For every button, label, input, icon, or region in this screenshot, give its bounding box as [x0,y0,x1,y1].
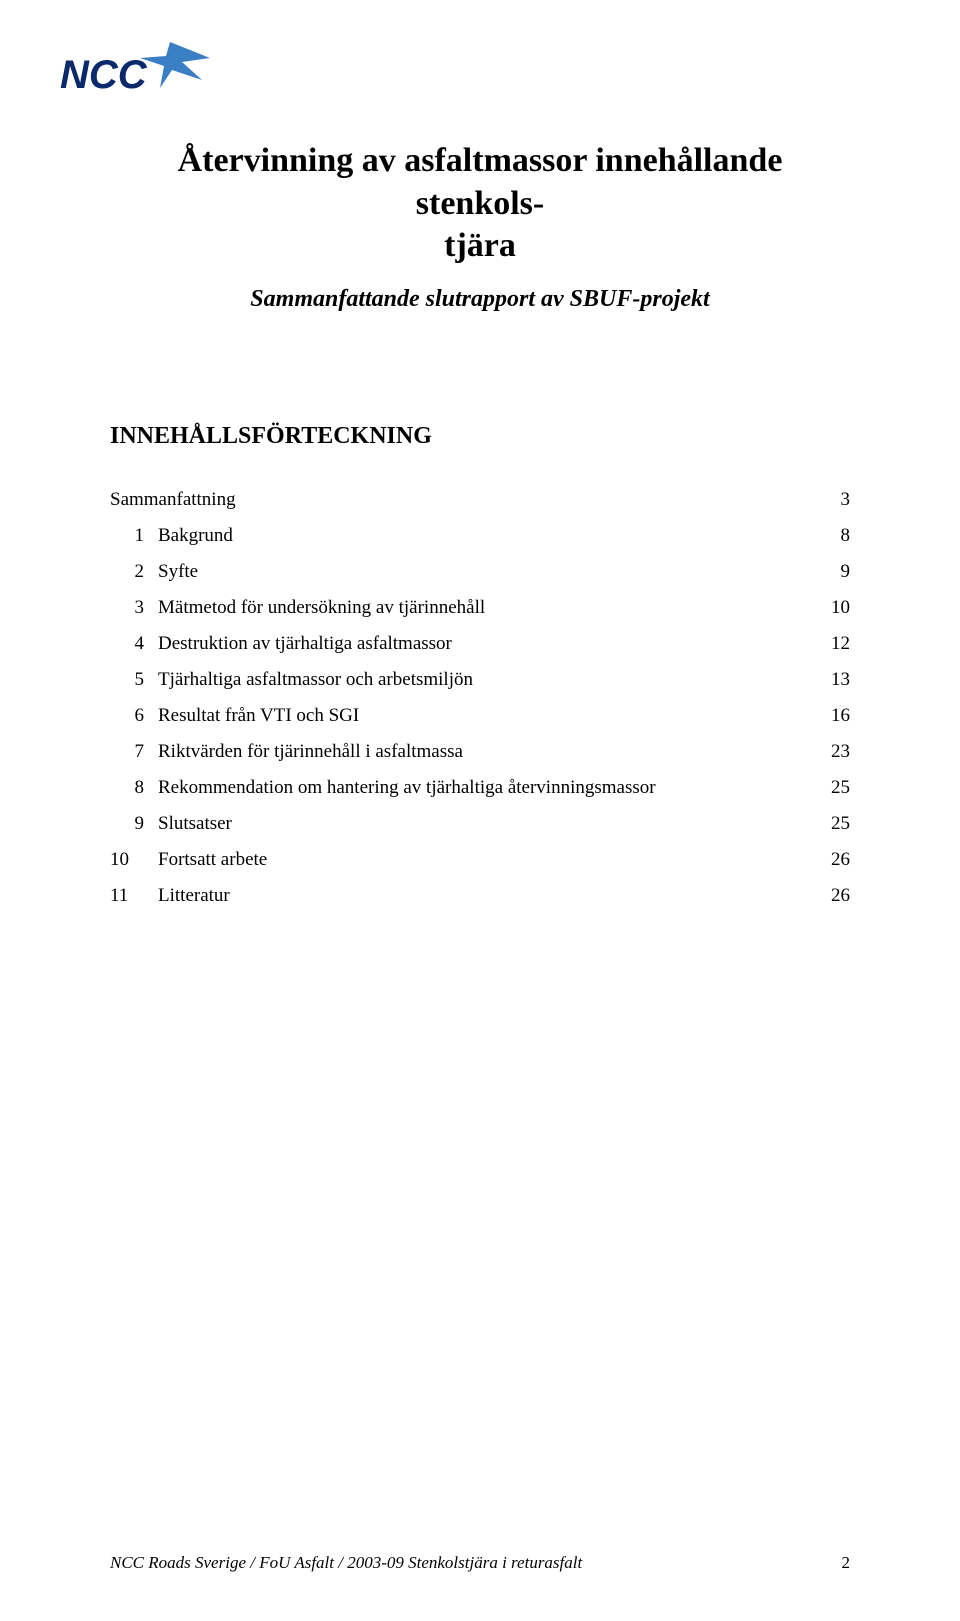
toc-page: 16 [827,706,850,725]
toc-heading: INNEHÅLLSFÖRTECKNING [110,423,850,450]
toc-label: Syfte [144,562,198,581]
toc-row: 10 Fortsatt arbete 26 [110,850,850,869]
toc-label: Mätmetod för undersökning av tjärinnehål… [144,598,485,617]
toc-number: 6 [110,706,144,725]
toc-label: Bakgrund [144,526,233,545]
toc-label: Fortsatt arbete [144,850,267,869]
toc-page: 25 [827,814,850,833]
toc-label: Slutsatser [144,814,232,833]
toc-page: 13 [827,670,850,689]
toc-row: 5 Tjärhaltiga asfaltmassor och arbetsmil… [110,670,850,689]
toc-number: 10 [110,850,144,869]
toc-page: 3 [837,490,851,509]
toc-row: 11 Litteratur 26 [110,886,850,905]
toc-label: Litteratur [144,886,230,905]
toc-page: 26 [827,850,850,869]
title-line-2: tjära [444,227,516,264]
toc-number: 2 [110,562,144,581]
document-title: Återvinning av asfaltmassor innehållande… [110,140,850,268]
toc-row: 9 Slutsatser 25 [110,814,850,833]
document-subtitle: Sammanfattande slutrapport av SBUF-proje… [110,286,850,313]
toc-page: 23 [827,742,850,761]
toc-row: 6 Resultat från VTI och SGI 16 [110,706,850,725]
footer-page-number: 2 [842,1553,851,1573]
toc-label: Resultat från VTI och SGI [144,706,359,725]
toc-page: 8 [837,526,851,545]
toc-number: 5 [110,670,144,689]
page-footer: NCC Roads Sverige / FoU Asfalt / 2003-09… [110,1553,850,1573]
toc-label: Destruktion av tjärhaltiga asfaltmassor [144,634,452,653]
toc-number: 4 [110,634,144,653]
toc-row: 2 Syfte 9 [110,562,850,581]
toc-row: 8 Rekommendation om hantering av tjärhal… [110,778,850,797]
document-page: NCC Återvinning av asfaltmassor innehåll… [0,0,960,1621]
toc-row: 3 Mätmetod för undersökning av tjärinneh… [110,598,850,617]
toc-page: 10 [827,598,850,617]
ncc-logo: NCC [60,40,230,100]
toc-number: 1 [110,526,144,545]
toc-label: Sammanfattning [110,490,236,509]
toc-label: Tjärhaltiga asfaltmassor och arbetsmiljö… [144,670,473,689]
toc-number: 9 [110,814,144,833]
toc-number: 7 [110,742,144,761]
toc-label: Rekommendation om hantering av tjärhalti… [144,778,656,797]
footer-source: NCC Roads Sverige / FoU Asfalt / 2003-09… [110,1553,582,1573]
logo-text: NCC [60,53,148,97]
toc-number: 11 [110,886,144,905]
toc-page: 12 [827,634,850,653]
table-of-contents: Sammanfattning 3 1 Bakgrund 8 2 Syfte 9 … [110,490,850,905]
toc-number: 3 [110,598,144,617]
toc-page: 26 [827,886,850,905]
logo-star-icon [140,42,210,88]
title-line-1: Återvinning av asfaltmassor innehållande… [178,142,783,222]
toc-row: 7 Riktvärden för tjärinnehåll i asfaltma… [110,742,850,761]
toc-row: 1 Bakgrund 8 [110,526,850,545]
toc-row: 4 Destruktion av tjärhaltiga asfaltmasso… [110,634,850,653]
toc-page: 25 [827,778,850,797]
toc-label: Riktvärden för tjärinnehåll i asfaltmass… [144,742,463,761]
toc-row: Sammanfattning 3 [110,490,850,509]
toc-page: 9 [837,562,851,581]
toc-number: 8 [110,778,144,797]
